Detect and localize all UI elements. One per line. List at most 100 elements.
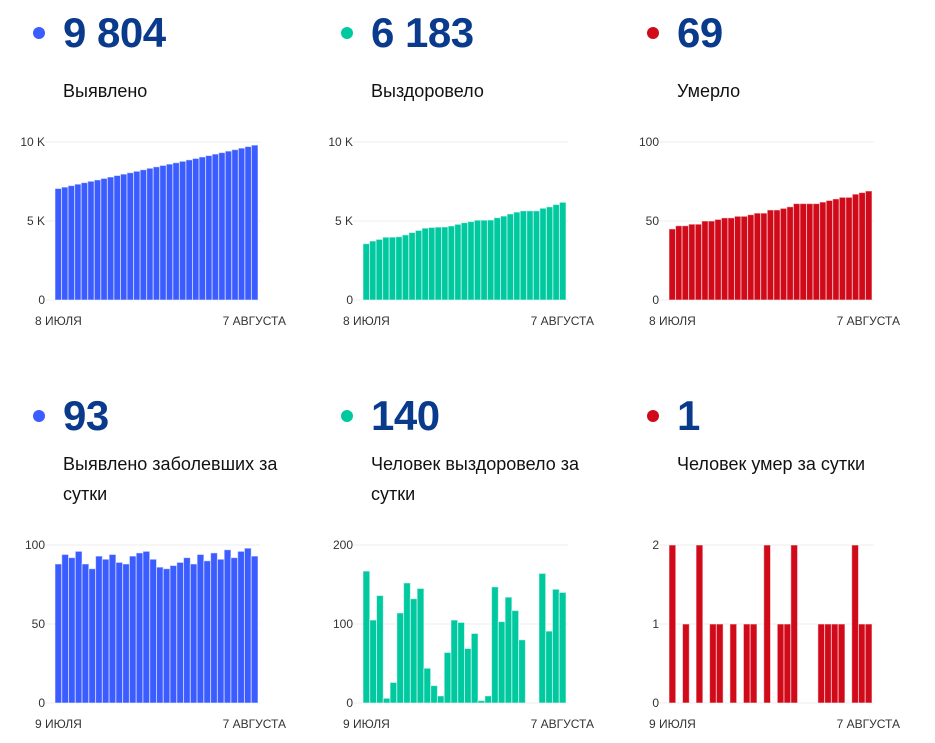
bar [477,700,486,704]
bar [688,223,696,301]
bar [493,217,502,301]
y-tick-label: 0 [346,293,353,307]
y-tick-label: 0 [38,696,45,710]
bar [375,238,384,301]
bar [423,667,432,704]
bar [396,612,405,704]
y-tick-label: 200 [333,538,353,552]
legend-dot-icon [341,27,353,39]
bar [421,227,429,301]
bar [203,560,212,704]
bar [211,153,220,301]
bar [545,630,553,704]
bar [54,187,63,301]
stat-value: 9 804 [63,9,166,56]
bar [389,681,398,704]
bar [178,160,187,301]
bar [244,146,252,301]
bar [205,155,213,301]
stat-label: Выявлено [63,81,148,101]
stat-label: Человек умер за сутки [677,454,866,474]
x-tick-label: 7 АВГУСТА [837,314,900,328]
y-tick-label: 100 [639,135,659,149]
x-tick-label: 7 АВГУСТА [223,314,286,328]
bar [430,685,438,704]
bar [218,152,226,301]
bar [87,180,95,301]
bar [714,218,722,301]
bar [776,623,785,704]
bar [497,621,506,704]
bar [532,210,541,301]
bar [369,240,377,301]
y-tick-label: 10 K [20,135,45,149]
bar [506,213,515,301]
bar [416,587,425,704]
panel-recovered-daily: 140 Человек выздоровело за сутки 0 100 200 9… [308,383,608,743]
bar [668,228,677,301]
bar [727,217,735,301]
stat-label: Выздоровело [371,81,484,101]
y-tick-label: 5 K [27,214,45,228]
bar [457,621,466,704]
bar [720,217,729,301]
stat-label: Выявлено заболевших за сутки [63,454,278,504]
legend-dot-icon [341,410,353,422]
bar [108,553,117,704]
bar [518,639,526,704]
bar [464,647,472,704]
bar [830,623,839,704]
bar [156,566,164,704]
bar [408,232,416,301]
bar [760,212,768,301]
bar [149,558,158,704]
bar [237,550,245,704]
y-tick-label: 50 [646,214,660,228]
bar [100,177,108,301]
bar [454,223,462,301]
bar-chart: 0 5 K 10 K 8 ИЮЛЯ 7 АВГУСТА [20,135,286,328]
bar [864,190,873,301]
bar [369,619,378,704]
stat-value: 1 [677,392,700,439]
bar [513,211,521,301]
bar [441,226,449,301]
stat-label: Умерло [677,81,741,101]
bar [538,572,547,704]
y-tick-label: 1 [652,617,659,631]
bar [552,204,560,301]
bar [152,166,161,301]
bar [786,206,794,301]
x-tick-label: 8 ИЮЛЯ [35,314,82,328]
bar [504,596,513,704]
bar [551,588,560,704]
bar [61,553,70,704]
bar [851,544,859,704]
bar [388,236,397,301]
bar [81,563,90,704]
bar [799,203,808,301]
bar [185,159,194,301]
bar [747,214,755,301]
bar [824,623,832,704]
bar [135,552,144,704]
bar [88,568,97,704]
bar [198,156,207,301]
bar [231,149,239,301]
bar [427,226,436,301]
bar [119,173,128,301]
bar [519,210,528,301]
bar [857,623,866,704]
bar [817,623,826,704]
bar [403,582,411,704]
bar [491,586,499,704]
x-tick-label: 9 ИЮЛЯ [343,717,390,731]
y-tick-label: 5 K [335,214,353,228]
bar [106,176,115,301]
bar [159,164,167,301]
bar [395,236,403,301]
bar [694,223,703,301]
y-tick-label: 50 [32,617,46,631]
legend-dot-icon [33,27,45,39]
bar [733,215,742,301]
